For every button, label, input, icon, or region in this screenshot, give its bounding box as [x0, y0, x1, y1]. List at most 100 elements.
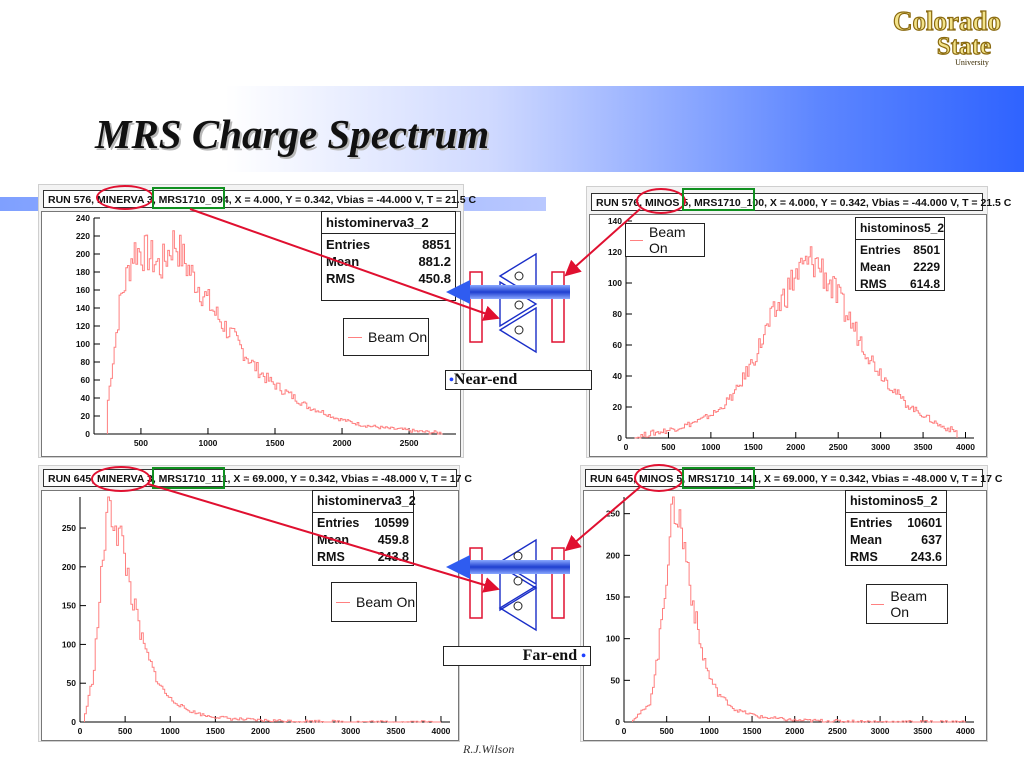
- stats-value: 10601: [907, 516, 942, 530]
- legend-label: Beam On: [890, 588, 927, 620]
- x-tick-label: 2500: [828, 726, 847, 736]
- y-tick-label: 80: [613, 309, 623, 319]
- near-end-detector: [446, 252, 570, 354]
- legend-label: Beam On: [368, 329, 428, 345]
- x-tick-label: 3000: [341, 726, 360, 736]
- x-tick-label: 500: [118, 726, 132, 736]
- beam-bar: [462, 285, 570, 299]
- x-tick-label: 4000: [432, 726, 451, 736]
- x-tick-label: 3500: [914, 442, 933, 452]
- y-tick-label: 250: [62, 523, 76, 533]
- stats-label: Entries: [860, 243, 901, 257]
- stats-histogram-name: histominerva3_2: [322, 212, 455, 234]
- legend-box: Beam On: [331, 582, 417, 622]
- bullet-icon: •: [581, 649, 586, 664]
- y-tick-label: 0: [85, 429, 90, 439]
- y-tick-label: 140: [608, 216, 622, 226]
- stats-box: histominerva3_2 Entries 8851 Mean 881.2 RM…: [321, 211, 456, 301]
- y-tick-label: 0: [617, 433, 622, 443]
- far-end-label: Far-end •: [443, 646, 591, 666]
- bullet-icon: •: [449, 373, 454, 388]
- detector-plane-left: [469, 547, 483, 619]
- histogram-panel-minos-run576: RUN 576, MINOS 5, MRS1710_100, X = 4.000…: [586, 186, 1011, 458]
- slide-title: MRS Charge Spectrum: [95, 111, 490, 157]
- x-tick-label: 3000: [871, 442, 890, 452]
- y-tick-label: 120: [76, 321, 90, 331]
- stats-label: Entries: [850, 516, 893, 530]
- legend-box: Beam On: [343, 318, 429, 356]
- stats-value: 637: [921, 533, 942, 547]
- fiber-circle: [513, 601, 523, 611]
- stats-box: histominos5_2 Entries 8501 Mean 2229 RMS 61…: [855, 217, 945, 291]
- y-tick-label: 0: [71, 717, 76, 727]
- x-tick-label: 500: [660, 726, 674, 736]
- stats-row-rms: RMS 450.8: [326, 270, 451, 287]
- fiber-circle: [514, 300, 524, 310]
- x-tick-label: 1500: [266, 438, 285, 448]
- stats-value: 459.8: [377, 533, 409, 547]
- y-tick-label: 50: [67, 678, 77, 688]
- university-logo: Colorado State University: [892, 5, 1001, 67]
- logo-line1: Colorado: [893, 6, 1001, 36]
- stats-box: histominos5_2 Entries 10601 Mean 637 RMS 24…: [845, 490, 947, 566]
- y-tick-label: 0: [615, 717, 620, 727]
- highlight-box-serial: [682, 188, 755, 211]
- legend-line-swatch: [630, 239, 644, 241]
- stats-row-mean: Mean 2229: [860, 259, 940, 276]
- far-end-text: Far-end: [522, 647, 578, 664]
- stats-value: 8501: [913, 243, 940, 257]
- stats-value: 243.6: [910, 550, 942, 564]
- x-tick-label: 2000: [251, 726, 270, 736]
- histogram-header: RUN 645, MINOS 5, MRS1710_141, X = 69.00…: [585, 469, 1002, 487]
- x-tick-label: 2500: [296, 726, 315, 736]
- y-tick-label: 40: [613, 371, 623, 381]
- x-tick-label: 0: [78, 726, 83, 736]
- scintillator-triangle: [498, 584, 537, 632]
- histogram-line-beam-on: [634, 246, 958, 439]
- stats-value: 10599: [374, 516, 409, 530]
- stats-row-entries: Entries 10599: [317, 515, 409, 532]
- x-tick-label: 4000: [956, 726, 975, 736]
- y-tick-label: 220: [76, 231, 90, 241]
- x-tick-label: 4000: [956, 442, 975, 452]
- x-tick-label: 1000: [700, 726, 719, 736]
- x-tick-label: 2500: [400, 438, 419, 448]
- histogram-header: RUN 576, MINOS 5, MRS1710_100, X = 4.000…: [591, 193, 1011, 211]
- near-end-text: Near-end: [453, 371, 518, 388]
- x-tick-label: 3500: [913, 726, 932, 736]
- x-tick-label: 3500: [386, 726, 405, 736]
- y-tick-label: 100: [606, 634, 620, 644]
- y-tick-label: 250: [606, 509, 620, 519]
- histogram-line-beam-on: [632, 496, 966, 723]
- stats-label: Entries: [326, 237, 371, 252]
- stats-histogram-name: histominerva3_2: [313, 491, 416, 513]
- fiber-circle: [513, 551, 523, 561]
- stats-row-rms: RMS 243.6: [850, 549, 942, 566]
- y-tick-label: 150: [62, 601, 76, 611]
- highlight-box-serial: [152, 187, 225, 209]
- x-tick-label: 1000: [161, 726, 180, 736]
- stats-label: RMS: [850, 550, 878, 564]
- stats-label: RMS: [860, 277, 887, 291]
- y-tick-label: 100: [608, 278, 622, 288]
- highlight-oval-minos: [636, 188, 686, 214]
- stats-value: 881.2: [418, 254, 451, 269]
- stats-row-rms: RMS 614.8: [860, 276, 940, 293]
- x-tick-label: 1500: [743, 726, 762, 736]
- stats-row-entries: Entries 8851: [326, 236, 451, 253]
- x-tick-label: 0: [622, 726, 627, 736]
- beam-arrow-head: [446, 280, 470, 304]
- x-tick-label: 2000: [786, 442, 805, 452]
- y-tick-label: 60: [81, 375, 91, 385]
- pointer-arrow: [189, 208, 500, 321]
- stats-value: 614.8: [909, 277, 940, 291]
- legend-label: Beam On: [649, 224, 686, 256]
- pointer-arrow: [147, 483, 500, 593]
- y-tick-label: 140: [76, 303, 90, 313]
- histogram-line-beam-on: [84, 496, 441, 723]
- x-tick-label: 2500: [829, 442, 848, 452]
- x-tick-label: 3000: [871, 726, 890, 736]
- y-tick-label: 50: [611, 675, 621, 685]
- pointer-arrow: [564, 486, 641, 552]
